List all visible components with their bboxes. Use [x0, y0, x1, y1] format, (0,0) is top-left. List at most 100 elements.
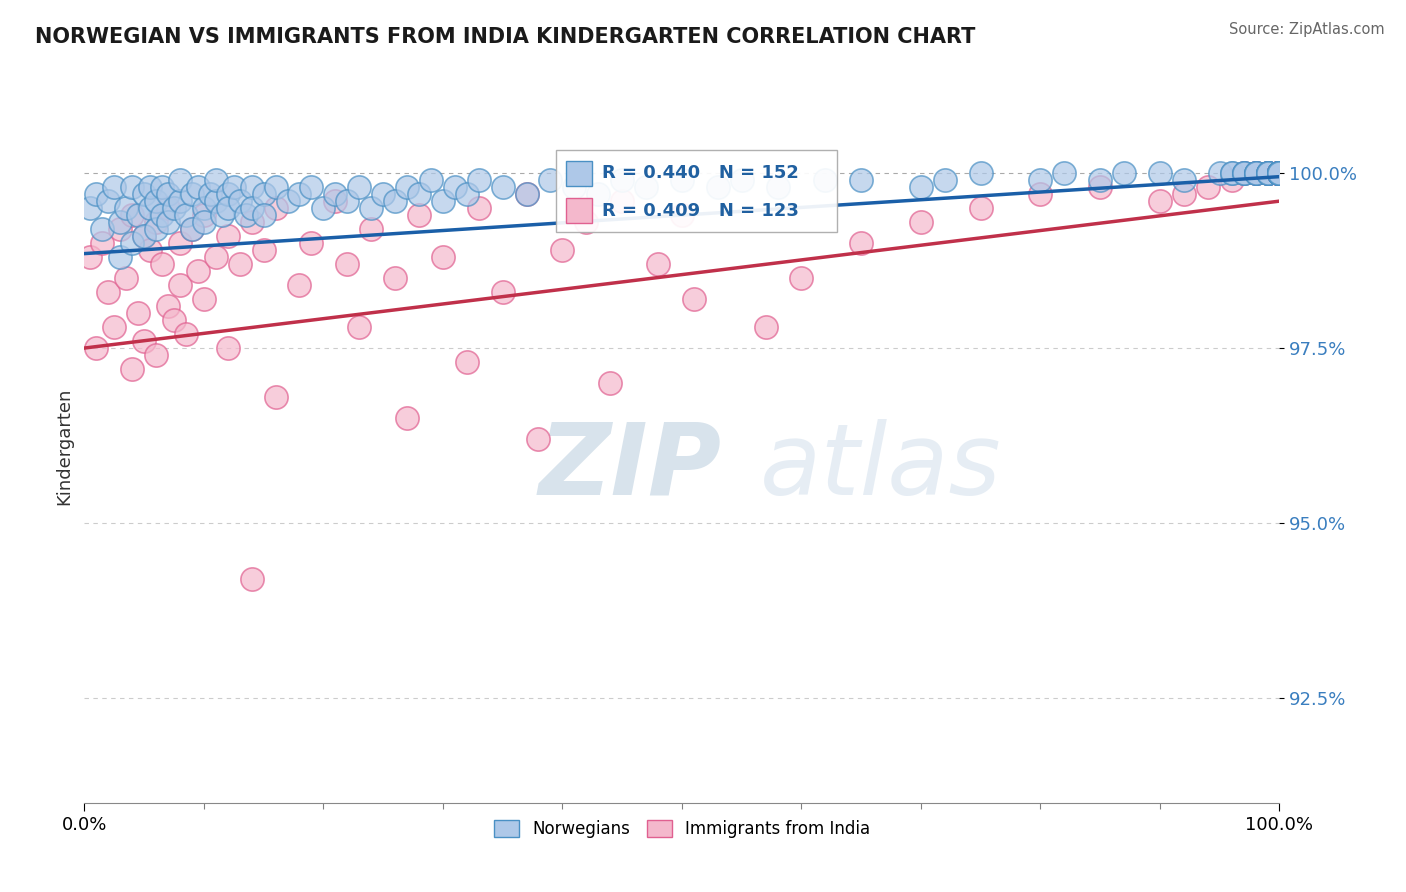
Point [1268, 166, 1291, 180]
Point [217, 229, 239, 244]
Point [1268, 166, 1291, 180]
Point [169, 236, 191, 251]
Point [127, 306, 149, 320]
Point [1257, 166, 1279, 180]
Point [1090, 173, 1112, 187]
Point [1220, 166, 1243, 180]
Point [1268, 166, 1291, 180]
Y-axis label: Kindergarten: Kindergarten [55, 387, 73, 505]
Point [325, 187, 347, 202]
Point [1268, 166, 1291, 180]
Point [139, 180, 162, 194]
Point [527, 432, 550, 446]
Point [217, 341, 239, 355]
Point [910, 180, 932, 194]
Point [1268, 166, 1291, 180]
Point [1257, 166, 1279, 180]
Point [157, 215, 180, 229]
Point [432, 194, 454, 208]
Point [91, 222, 114, 236]
Point [1268, 166, 1291, 180]
Point [1268, 166, 1291, 180]
Point [1268, 166, 1291, 180]
Point [1268, 166, 1291, 180]
Point [288, 278, 311, 293]
Point [1268, 166, 1291, 180]
Point [814, 173, 837, 187]
Point [1268, 166, 1291, 180]
Point [187, 180, 209, 194]
Point [264, 201, 287, 215]
Point [1268, 166, 1291, 180]
Point [169, 194, 191, 208]
Point [636, 180, 658, 194]
Point [1268, 166, 1291, 180]
Point [1268, 166, 1291, 180]
Point [157, 299, 180, 313]
Point [408, 208, 430, 222]
Text: Source: ZipAtlas.com: Source: ZipAtlas.com [1229, 22, 1385, 37]
Point [910, 215, 932, 229]
Point [253, 187, 276, 202]
Point [115, 271, 138, 285]
Point [1268, 166, 1291, 180]
Point [193, 215, 215, 229]
Point [1268, 166, 1291, 180]
Text: R = 0.409   N = 123: R = 0.409 N = 123 [602, 202, 799, 219]
Point [1244, 166, 1267, 180]
Legend: Norwegians, Immigrants from India: Norwegians, Immigrants from India [486, 813, 877, 845]
Point [132, 334, 156, 348]
Point [86, 187, 108, 202]
Point [755, 320, 778, 334]
Point [731, 173, 754, 187]
Point [1268, 166, 1291, 180]
Point [115, 201, 138, 215]
Point [91, 236, 114, 251]
Point [217, 187, 239, 202]
Point [599, 376, 621, 390]
Point [1257, 166, 1279, 180]
Point [1268, 166, 1291, 180]
Point [277, 194, 299, 208]
Point [851, 236, 873, 251]
Point [1268, 166, 1291, 180]
Point [1244, 166, 1267, 180]
Point [1268, 166, 1291, 180]
Point [1268, 166, 1291, 180]
Point [647, 257, 669, 271]
Point [1268, 166, 1291, 180]
Point [1268, 166, 1291, 180]
Point [456, 355, 478, 369]
Point [360, 201, 382, 215]
Point [1268, 166, 1291, 180]
Point [1268, 166, 1291, 180]
Point [229, 257, 252, 271]
Point [1029, 187, 1052, 202]
Point [707, 180, 730, 194]
Point [1233, 166, 1256, 180]
Point [1268, 166, 1291, 180]
Point [181, 187, 204, 202]
Point [222, 180, 245, 194]
Point [1268, 166, 1291, 180]
Point [240, 201, 263, 215]
Point [132, 229, 156, 244]
Point [1268, 166, 1291, 180]
Point [301, 180, 323, 194]
Point [384, 271, 406, 285]
Point [169, 278, 191, 293]
Point [1268, 166, 1291, 180]
Point [1268, 166, 1291, 180]
Point [1244, 166, 1267, 180]
Point [1268, 166, 1291, 180]
Point [575, 215, 598, 229]
Point [181, 222, 204, 236]
Point [1268, 166, 1291, 180]
Point [1233, 166, 1256, 180]
Point [1173, 173, 1195, 187]
Point [1197, 180, 1219, 194]
Point [612, 173, 634, 187]
Point [139, 243, 162, 257]
Point [1268, 166, 1291, 180]
Point [671, 208, 693, 222]
